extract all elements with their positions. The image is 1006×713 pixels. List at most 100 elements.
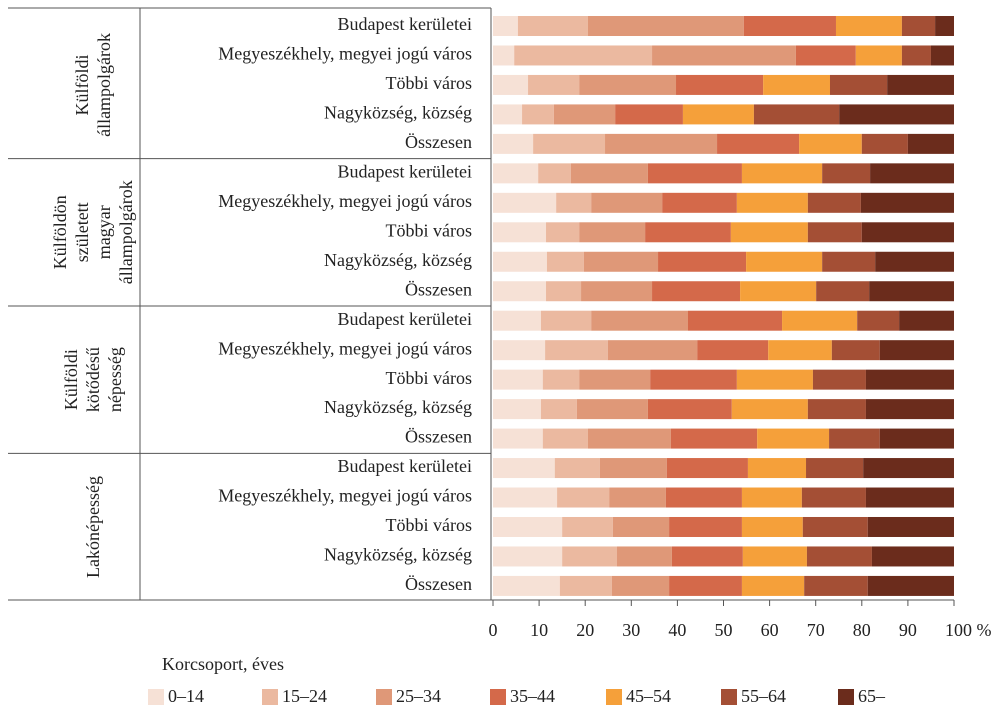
bar-segment xyxy=(647,163,742,184)
bar-segment xyxy=(831,340,880,361)
bar-segment xyxy=(768,340,832,361)
category-label: Megyeszékhely, megyei jogú város xyxy=(218,486,472,506)
x-tick-label: 100 % xyxy=(945,620,992,640)
bar-segment xyxy=(517,16,588,36)
bar-segment xyxy=(867,516,954,537)
group-label: Külföldön xyxy=(50,195,70,269)
bar-segment xyxy=(879,340,954,361)
x-tick-label: 10 xyxy=(530,620,548,640)
bar-segment xyxy=(493,310,541,331)
category-label: Megyeszékhely, megyei jogú város xyxy=(218,191,472,211)
legend-label: 25–34 xyxy=(396,686,441,706)
bar-segment xyxy=(782,310,858,331)
bar-segment xyxy=(583,251,659,272)
group-label: született xyxy=(72,202,92,262)
legend-swatch xyxy=(721,689,737,705)
group-label: állampolgárok xyxy=(116,180,136,284)
bar-segment xyxy=(669,516,742,537)
bar-segment xyxy=(652,45,796,66)
bar-segment xyxy=(538,163,571,184)
bar-segment xyxy=(747,458,807,479)
bar-segment xyxy=(662,192,737,213)
bar-segment xyxy=(493,104,523,125)
legend-label: 55–64 xyxy=(741,686,786,706)
bar-segment xyxy=(867,575,954,596)
bar-segment xyxy=(871,546,954,567)
group-label: népesség xyxy=(105,347,125,412)
bar-segment xyxy=(617,546,672,567)
bar-segment xyxy=(546,251,584,272)
category-label: Többi város xyxy=(386,73,472,93)
bar-segment xyxy=(587,428,671,449)
bar-segment xyxy=(591,192,663,213)
bar-segment xyxy=(542,369,580,390)
bar-segment xyxy=(717,133,800,154)
bar-segment xyxy=(865,487,954,508)
bar-segment xyxy=(757,428,830,449)
bar-segment xyxy=(930,45,954,66)
bar-segment xyxy=(650,369,737,390)
bar-segment xyxy=(736,192,808,213)
legend-label: 45–54 xyxy=(626,686,671,706)
bar-segment xyxy=(697,340,769,361)
bar-segment xyxy=(863,458,954,479)
bar-segment xyxy=(587,16,744,36)
bar-segment xyxy=(875,251,954,272)
bar-segment xyxy=(676,74,764,95)
bar-segment xyxy=(554,458,600,479)
bar-segment xyxy=(746,251,823,272)
bar-segment xyxy=(806,546,872,567)
bar-segment xyxy=(493,458,555,479)
bar-segment xyxy=(935,16,954,36)
legend-swatch xyxy=(606,689,622,705)
bar-segment xyxy=(528,74,580,95)
bar-segment xyxy=(740,281,817,302)
bar-segment xyxy=(607,340,698,361)
bar-segment xyxy=(647,399,732,420)
bar-segment xyxy=(493,163,539,184)
bar-segment xyxy=(822,163,871,184)
bar-segment xyxy=(658,251,747,272)
legend-swatch xyxy=(490,689,506,705)
group-label: állampolgárok xyxy=(94,33,114,137)
category-label: Összesen xyxy=(405,574,472,594)
bar-segment xyxy=(869,281,954,302)
bar-segment xyxy=(493,16,518,36)
category-label: Többi város xyxy=(386,220,472,240)
group-label: Lakónépesség xyxy=(83,476,103,578)
bar-segment xyxy=(671,546,743,567)
bar-segment xyxy=(799,133,862,154)
bar-segment xyxy=(493,192,557,213)
bar-segment xyxy=(804,575,868,596)
x-tick-label: 40 xyxy=(668,620,686,640)
bar-segment xyxy=(493,281,547,302)
x-tick-label: 30 xyxy=(622,620,640,640)
legend-label: 65– xyxy=(858,686,886,706)
bar-segment xyxy=(545,340,608,361)
bar-segment xyxy=(812,369,866,390)
bar-segment xyxy=(870,163,954,184)
bar-segment xyxy=(611,575,670,596)
bar-segment xyxy=(669,575,742,596)
x-tick-label: 90 xyxy=(899,620,917,640)
category-label: Budapest kerületei xyxy=(338,309,472,329)
bar-segment xyxy=(615,104,683,125)
bar-segment xyxy=(899,310,954,331)
group-label: kötődésű xyxy=(83,347,103,412)
bar-segment xyxy=(645,222,731,243)
bar-segment xyxy=(493,399,541,420)
bar-segment xyxy=(682,104,754,125)
bar-segment xyxy=(493,369,543,390)
bar-segment xyxy=(802,516,868,537)
bar-segment xyxy=(652,281,741,302)
bar-segment xyxy=(666,458,748,479)
bar-segment xyxy=(579,74,677,95)
bar-segment xyxy=(835,16,902,36)
bar-segment xyxy=(741,516,803,537)
category-label: Budapest kerületei xyxy=(338,161,472,181)
x-tick-label: 70 xyxy=(807,620,825,640)
bar-segment xyxy=(857,310,900,331)
bar-segment xyxy=(887,74,954,95)
bar-segment xyxy=(540,399,577,420)
